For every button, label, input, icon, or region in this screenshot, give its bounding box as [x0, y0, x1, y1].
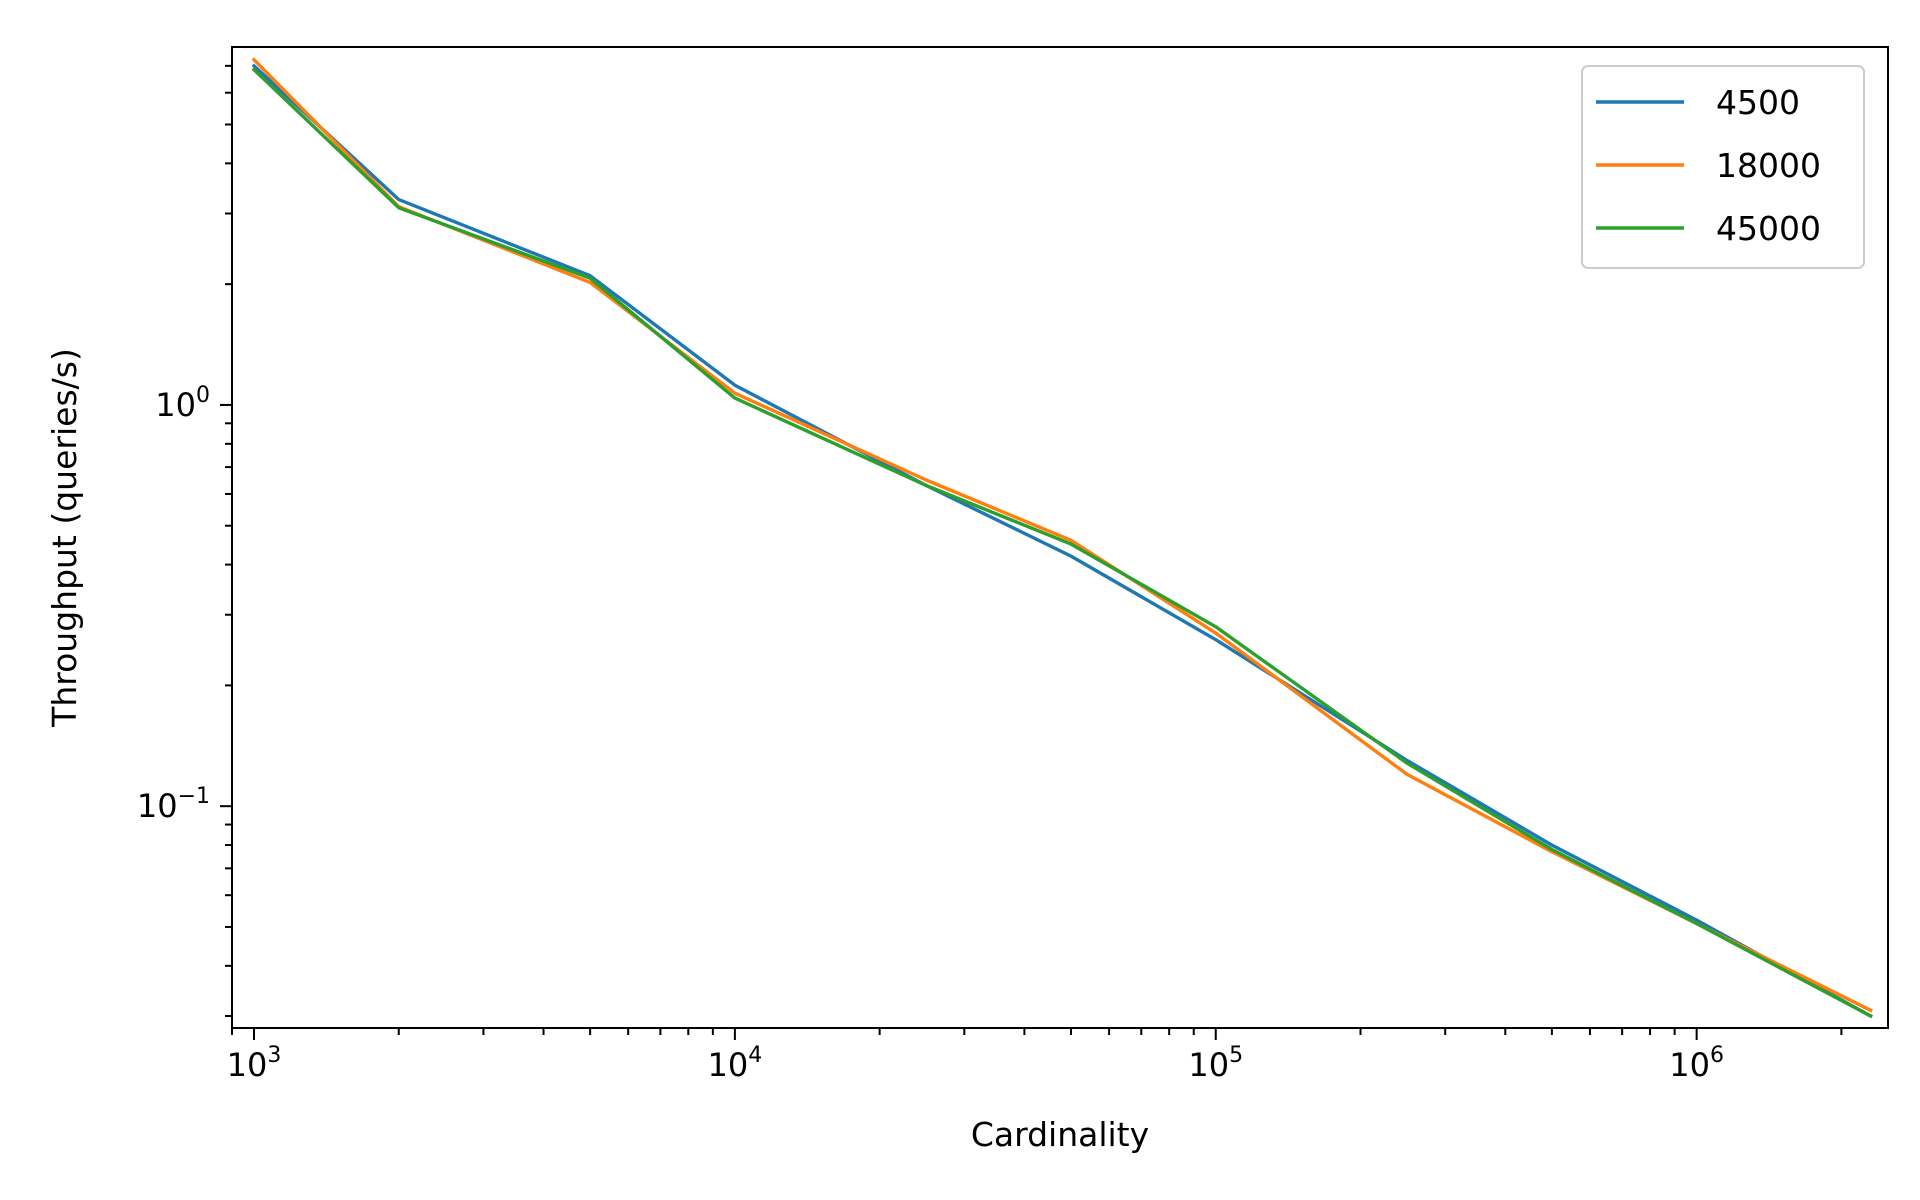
legend-box — [1581, 65, 1865, 269]
series-line-4500 — [251, 63, 1873, 1019]
y-tick-base: 10 — [155, 386, 196, 424]
y-axis-label: Throughput (queries/s) — [45, 348, 84, 728]
x-tick-exponent: 4 — [748, 1043, 762, 1068]
y-tick-exponent: −1 — [178, 784, 210, 809]
legend-label-4500: 4500 — [1716, 83, 1800, 122]
x-tick-exponent: 6 — [1710, 1043, 1724, 1068]
series-lines — [251, 57, 1873, 1019]
legend: 4500 18000 45000 — [1581, 65, 1865, 269]
x-tick-label: 106 — [1669, 1043, 1724, 1084]
x-tick-label: 105 — [1188, 1043, 1243, 1084]
x-axis-label: Cardinality — [971, 1115, 1149, 1154]
y-tick-base: 10 — [137, 787, 178, 825]
series-line-45000 — [251, 67, 1873, 1019]
x-tick-exponent: 5 — [1229, 1043, 1243, 1068]
x-tick-base: 10 — [1669, 1046, 1710, 1084]
x-tick-base: 10 — [227, 1046, 268, 1084]
x-tick-exponent: 3 — [267, 1043, 281, 1068]
y-tick-exponent: 0 — [196, 383, 210, 408]
x-tick-label: 103 — [227, 1043, 282, 1084]
x-tick-base: 10 — [708, 1046, 749, 1084]
x-tick-base: 10 — [1188, 1046, 1229, 1084]
legend-label-45000: 45000 — [1716, 209, 1821, 248]
y-tick-label: 100 — [155, 383, 210, 424]
y-tick-label: 10−1 — [137, 784, 210, 825]
x-tick-label: 104 — [708, 1043, 763, 1084]
plot-frame — [231, 46, 1889, 1029]
legend-label-18000: 18000 — [1716, 146, 1821, 185]
